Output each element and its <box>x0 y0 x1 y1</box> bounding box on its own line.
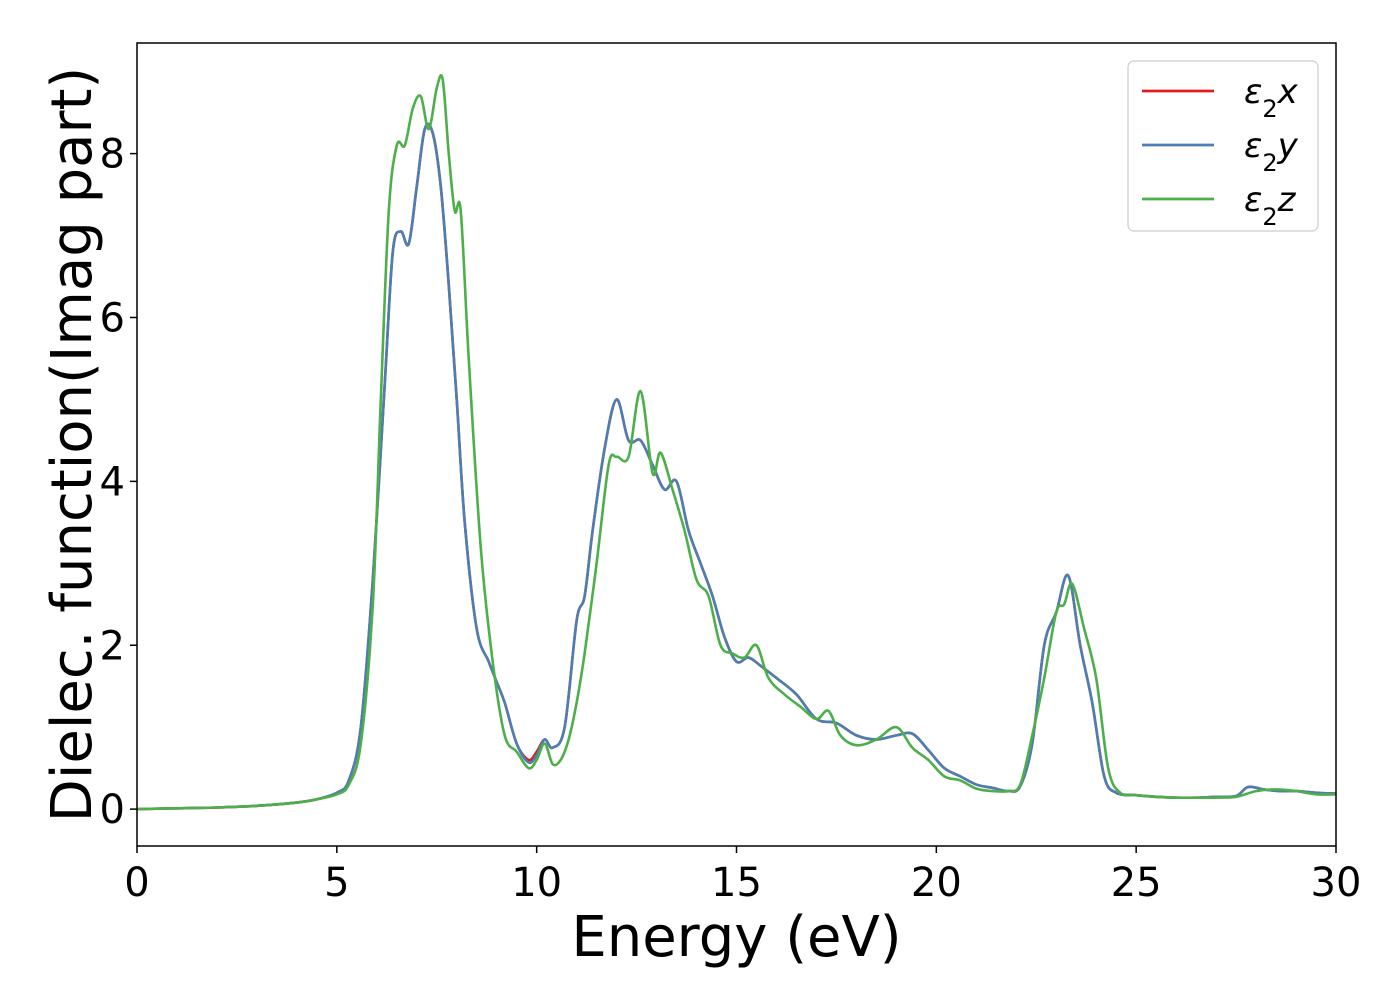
y-tick-label: 2 <box>100 623 125 669</box>
y-tick-label: 4 <box>100 459 125 505</box>
x-tick-label: 5 <box>324 860 349 906</box>
legend-box <box>1127 60 1319 232</box>
x-tick-label: 0 <box>124 860 149 906</box>
x-axis: 0 5 10 15 20 25 30 <box>124 846 1361 906</box>
x-tick-label: 25 <box>1111 860 1162 906</box>
y-axis: 0 2 4 6 8 <box>100 132 137 833</box>
y-tick-label: 0 <box>100 787 125 833</box>
legend-entry: ε2x <box>1244 72 1299 123</box>
legend-entry: ε2y <box>1244 126 1299 177</box>
series-line-3 <box>136 74 1337 811</box>
y-tick-label: 6 <box>100 295 125 341</box>
y-tick-label: 8 <box>100 132 125 178</box>
x-tick-label: 10 <box>511 860 562 906</box>
series-layer <box>136 74 1337 811</box>
legend-entry: ε2z <box>1244 180 1297 231</box>
x-tick-label: 20 <box>911 860 962 906</box>
y-axis-label: Dielec. function(Imag part) <box>40 67 105 823</box>
x-tick-label: 30 <box>1311 860 1362 906</box>
x-axis-label: Energy (eV) <box>571 905 901 970</box>
x-tick-label: 15 <box>711 860 762 906</box>
